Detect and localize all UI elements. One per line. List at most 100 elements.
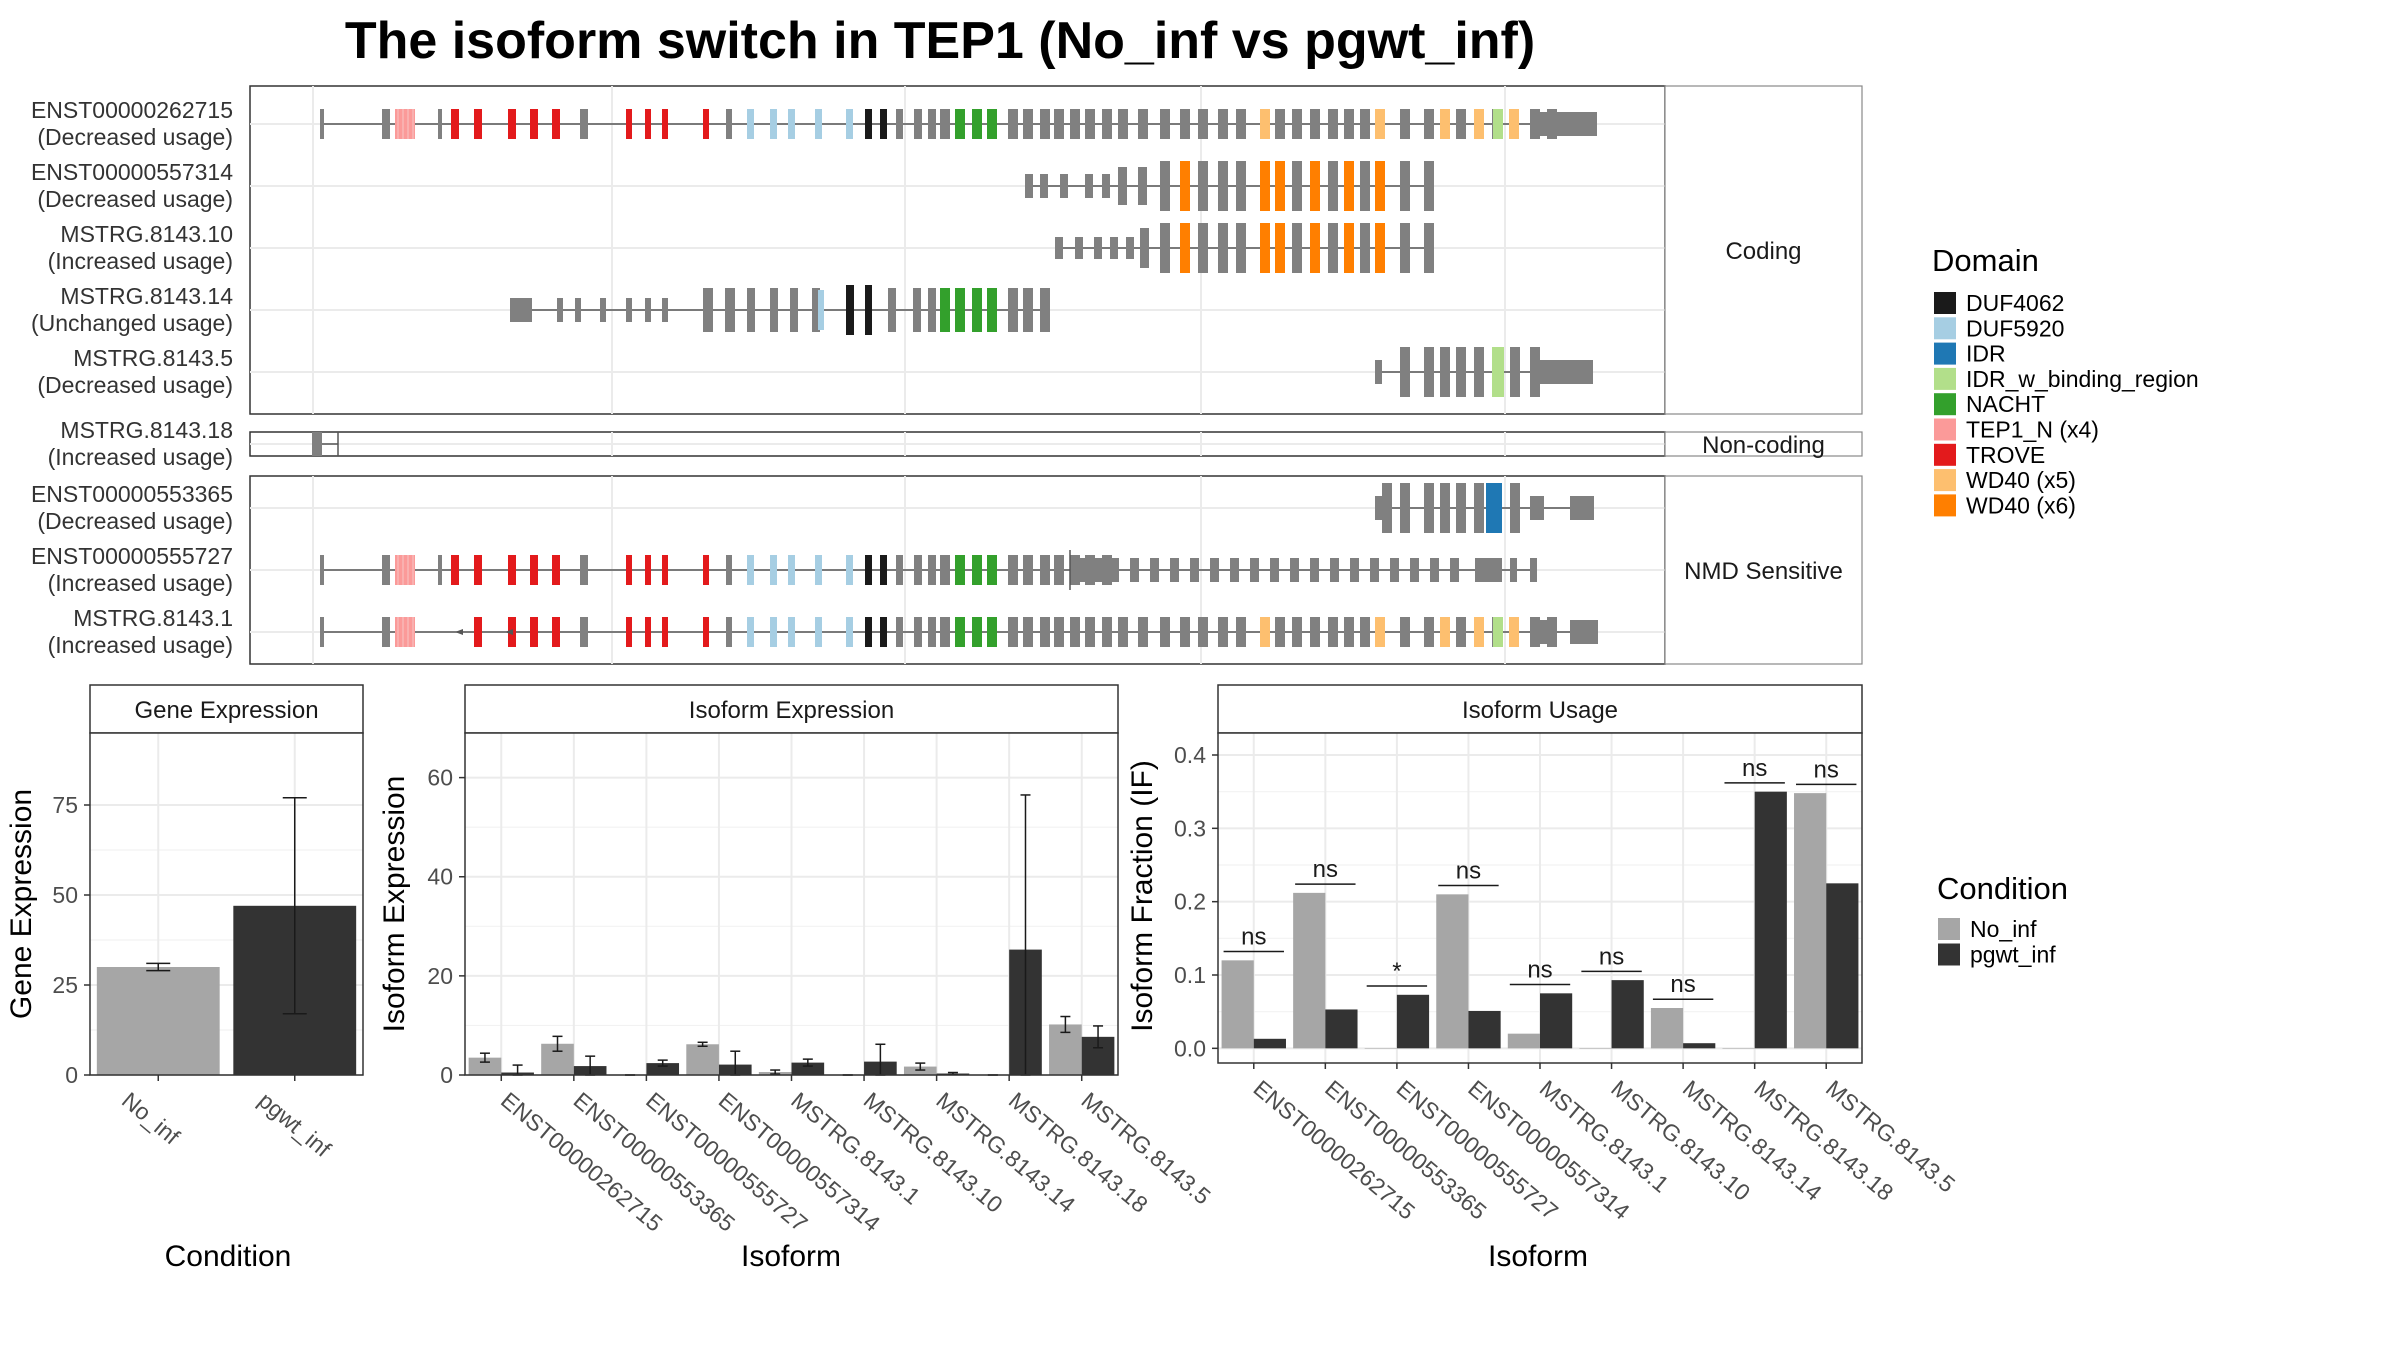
exon-block xyxy=(1160,161,1170,211)
exon-block xyxy=(1260,617,1270,647)
isoform-row-usage: (Decreased usage) xyxy=(37,124,233,150)
isoform-row-usage: (Decreased usage) xyxy=(37,186,233,212)
isoform-row-usage: (Increased usage) xyxy=(48,248,233,274)
exon-block xyxy=(1218,223,1228,273)
exon-block xyxy=(1040,109,1050,139)
bar xyxy=(96,967,220,1075)
exon-block xyxy=(451,555,459,585)
domain-legend-label: TEP1_N (x4) xyxy=(1966,417,2099,443)
exon-block xyxy=(987,288,997,332)
exon-block xyxy=(530,555,538,585)
figure-title: The isoform switch in TEP1 (No_inf vs pg… xyxy=(345,12,1535,70)
exon-block xyxy=(1400,617,1410,647)
exon-block xyxy=(1344,109,1354,139)
exon-block xyxy=(1095,558,1104,582)
exon-block xyxy=(726,555,732,585)
exon-block xyxy=(1040,174,1048,198)
exon-block xyxy=(645,617,651,647)
isoform-row-name: ENST00000262715 xyxy=(31,97,233,123)
exon-block xyxy=(1534,620,1552,644)
exon-block xyxy=(1570,496,1594,520)
condition-legend-title: Condition xyxy=(1937,871,2068,906)
exon-block xyxy=(1180,223,1190,273)
exon-block xyxy=(955,617,965,647)
isoform-row-name: MSTRG.8143.5 xyxy=(73,345,233,371)
exon-block xyxy=(1070,555,1080,585)
exon-block xyxy=(1236,223,1246,273)
isoform-row-usage: (Increased usage) xyxy=(48,444,233,470)
exon-block xyxy=(1260,223,1270,273)
exon-block xyxy=(474,617,482,647)
exon-block xyxy=(1126,237,1134,259)
exon-block xyxy=(312,432,322,456)
panel-title: Gene Expression xyxy=(134,697,318,724)
exon-block xyxy=(1055,237,1063,259)
exon-block xyxy=(1456,483,1466,533)
exon-block xyxy=(1102,109,1112,139)
exon-block xyxy=(1075,237,1083,259)
exon-block xyxy=(987,555,997,585)
bar xyxy=(1253,1038,1286,1049)
exon-block xyxy=(580,109,588,139)
exon-block xyxy=(662,298,668,322)
plot-border xyxy=(89,732,364,1076)
exon-block xyxy=(726,617,732,647)
exon-block xyxy=(1292,223,1302,273)
exon-block xyxy=(888,288,896,332)
exon-block xyxy=(1510,347,1520,397)
exon-block xyxy=(1138,167,1147,205)
exon-block xyxy=(1160,223,1170,273)
exon-block xyxy=(987,617,997,647)
exon-block xyxy=(1375,360,1382,384)
domain-legend-swatch xyxy=(1934,469,1956,492)
exon-block xyxy=(815,109,822,139)
exon-block xyxy=(1456,617,1466,647)
exon-block xyxy=(896,109,903,139)
y-tick-label: 60 xyxy=(427,765,453,791)
exon-block xyxy=(1040,555,1050,585)
exon-block xyxy=(1310,223,1320,273)
y-tick-label: 0.3 xyxy=(1174,815,1206,841)
exon-block xyxy=(1375,223,1385,273)
exon-block xyxy=(940,617,950,647)
exon-block xyxy=(790,288,798,332)
exon-block xyxy=(1236,161,1246,211)
exon-block xyxy=(1023,617,1033,647)
facet-strip xyxy=(1664,431,1863,457)
exon-block xyxy=(438,555,442,585)
exon-block xyxy=(1493,109,1503,139)
exon-block xyxy=(557,298,563,322)
exon-block xyxy=(1375,496,1382,520)
exon-block xyxy=(1310,617,1320,647)
exon-block xyxy=(1474,109,1484,139)
facet-strip-label: NMD Sensitive xyxy=(1684,558,1843,585)
exon-block xyxy=(955,288,965,332)
exon-block xyxy=(1370,558,1379,582)
facet-strip-label: Non-coding xyxy=(1702,432,1825,459)
exon-block xyxy=(880,617,887,647)
exon-block xyxy=(1310,161,1320,211)
x-axis-title: Isoform xyxy=(1488,1240,1588,1273)
y-tick-label: 50 xyxy=(52,882,78,908)
exon-block xyxy=(1110,558,1119,582)
facet-strip-label: Coding xyxy=(1725,238,1801,265)
significance-label: * xyxy=(1392,958,1401,985)
facet-strip xyxy=(1664,85,1863,415)
domain-legend-label: DUF4062 xyxy=(1966,290,2064,316)
exon-block xyxy=(662,555,668,585)
exon-block xyxy=(1250,558,1259,582)
exon-block xyxy=(1102,555,1112,585)
exon-block xyxy=(747,288,755,332)
exon-block xyxy=(1275,617,1285,647)
y-tick-label: 0.1 xyxy=(1174,962,1206,988)
y-tick-label: 75 xyxy=(52,792,78,818)
exon-block xyxy=(626,298,632,322)
exon-block xyxy=(1350,558,1359,582)
exon-block xyxy=(928,288,936,332)
domain-legend-swatch xyxy=(1934,292,1956,314)
significance-label: ns xyxy=(1670,971,1695,998)
exon-block xyxy=(1198,223,1208,273)
isoform-row-usage: (Decreased usage) xyxy=(37,508,233,534)
exon-block xyxy=(1236,109,1246,139)
exon-block xyxy=(770,288,778,332)
